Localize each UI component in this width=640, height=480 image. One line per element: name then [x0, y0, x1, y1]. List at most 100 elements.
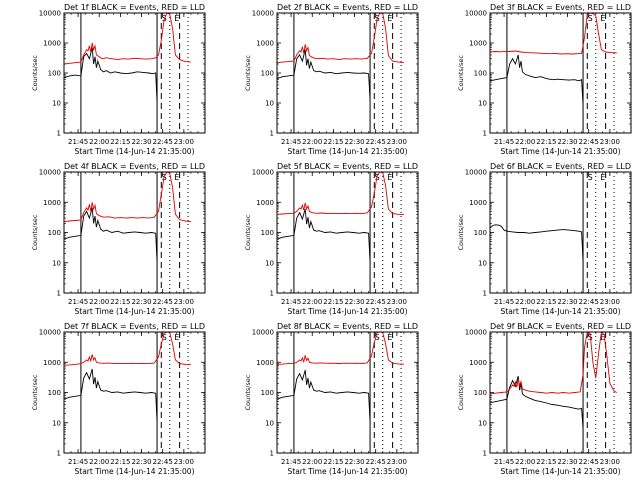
panel-det-9: Det 9f BLACK = Events, RED = LLD Counts/s…: [457, 322, 632, 476]
x-tick-label: 21:45: [494, 458, 514, 466]
panel-det-6: Det 6f BLACK = Events, RED = LLD Counts/s…: [457, 162, 632, 316]
x-tick-label: 21:45: [281, 298, 301, 306]
y-tick-label: 10: [52, 100, 61, 108]
panel-det-7: Det 7f BLACK = Events, RED = LLD Counts/s…: [31, 322, 206, 476]
x-tick-label: 22:00: [515, 458, 535, 466]
x-tick-label: 22:30: [344, 298, 364, 306]
x-tick-label: 23:00: [387, 458, 407, 466]
x-tick-label: 22:15: [323, 458, 343, 466]
panel-title: Det 6f BLACK = Events, RED = LLD: [490, 162, 631, 171]
plot-frame: [63, 12, 206, 134]
panel-det-1: Det 1f BLACK = Events, RED = LLD Counts/s…: [31, 3, 206, 156]
x-axis-label: Start Time (14-Jun-14 21:35:00): [75, 307, 195, 316]
plot-frame: [63, 171, 206, 294]
y-tick-label: 1: [483, 290, 487, 298]
panel-title: Det 8f BLACK = Events, RED = LLD: [277, 322, 418, 331]
x-tick-label: 22:15: [536, 298, 556, 306]
y-tick-label: 1: [270, 290, 274, 298]
plot-frame: [489, 331, 632, 454]
panel-title: Det 9f BLACK = Events, RED = LLD: [490, 322, 631, 331]
x-tick-label: 22:00: [515, 298, 535, 306]
x-tick-label: 23:00: [600, 298, 620, 306]
y-tick-label: 10: [478, 259, 487, 267]
x-tick-label: 22:45: [579, 458, 599, 466]
y-tick-label: 10000: [39, 10, 61, 18]
x-tick-label: 22:15: [110, 138, 130, 146]
x-axis-label: Start Time (14-Jun-14 21:35:00): [501, 147, 621, 156]
y-tick-label: 1000: [469, 199, 487, 207]
marker-letter-e: E: [600, 333, 605, 342]
panel-title: Det 4f BLACK = Events, RED = LLD: [64, 162, 205, 171]
events-series-line: [276, 369, 371, 423]
events-series-line: [276, 49, 371, 101]
y-tick-label: 1000: [256, 40, 274, 48]
marker-letter-e: E: [600, 173, 605, 182]
x-tick-label: 22:00: [302, 298, 322, 306]
x-axis-label: Start Time (14-Jun-14 21:35:00): [288, 307, 408, 316]
x-tick-label: 23:00: [600, 458, 620, 466]
y-tick-label: 1000: [43, 199, 61, 207]
x-tick-label: 22:30: [131, 138, 151, 146]
x-tick-label: 22:30: [131, 298, 151, 306]
y-tick-label: 100: [48, 70, 61, 78]
y-tick-label: 100: [474, 70, 487, 78]
x-tick-label: 23:00: [174, 458, 194, 466]
x-tick-label: 21:45: [281, 458, 301, 466]
plot-frame: [489, 12, 632, 134]
marker-letter-e: E: [387, 173, 392, 182]
panels-group: Det 1f BLACK = Events, RED = LLD Counts/s…: [31, 3, 632, 476]
plot-frame: [276, 331, 419, 454]
marker-letter-s: S: [162, 333, 167, 342]
y-tick-label: 100: [261, 70, 274, 78]
panel-title: Det 1f BLACK = Events, RED = LLD: [64, 3, 205, 12]
x-tick-label: 23:00: [600, 138, 620, 146]
lld-series-line: [489, 331, 618, 395]
x-tick-label: 22:15: [323, 138, 343, 146]
lld-series-line: [63, 171, 191, 223]
y-tick-label: 10: [52, 419, 61, 427]
x-tick-label: 22:30: [131, 458, 151, 466]
marker-letter-s: S: [588, 173, 593, 182]
y-tick-label: 100: [261, 229, 274, 237]
x-tick-label: 21:45: [68, 458, 88, 466]
x-tick-label: 22:00: [89, 138, 109, 146]
x-tick-label: 22:15: [536, 458, 556, 466]
x-axis-label: Start Time (14-Jun-14 21:35:00): [288, 467, 408, 476]
panel-det-5: Det 5f BLACK = Events, RED = LLD Counts/s…: [244, 162, 419, 316]
x-tick-label: 22:45: [366, 298, 386, 306]
x-tick-label: 22:30: [557, 458, 577, 466]
marker-letter-e: E: [174, 333, 179, 342]
panel-title: Det 2f BLACK = Events, RED = LLD: [277, 3, 418, 12]
x-axis-label: Start Time (14-Jun-14 21:35:00): [501, 307, 621, 316]
y-tick-label: 1: [270, 450, 274, 458]
marker-letter-s: S: [588, 14, 593, 23]
x-tick-label: 22:45: [153, 138, 173, 146]
events-series-line: [276, 208, 371, 263]
y-tick-label: 1000: [256, 199, 274, 207]
x-tick-label: 22:45: [366, 458, 386, 466]
y-axis-label: Counts/sec: [31, 214, 39, 250]
x-tick-label: 22:15: [110, 458, 130, 466]
marker-letter-s: S: [162, 14, 167, 23]
events-series-line: [63, 47, 158, 104]
y-axis-label: Counts/sec: [244, 55, 252, 91]
y-tick-label: 1000: [469, 40, 487, 48]
x-tick-label: 23:00: [387, 138, 407, 146]
events-series-line: [63, 368, 158, 423]
x-tick-label: 22:00: [515, 138, 535, 146]
y-tick-label: 100: [474, 389, 487, 397]
events-series-line: [63, 207, 158, 263]
plot-frame: [63, 331, 206, 454]
y-tick-label: 1: [270, 130, 274, 138]
x-tick-label: 22:30: [344, 458, 364, 466]
events-series-line: [489, 224, 584, 263]
y-tick-label: 10000: [465, 169, 487, 177]
y-tick-label: 100: [261, 389, 274, 397]
events-series-line: [489, 54, 584, 106]
x-tick-label: 22:45: [579, 138, 599, 146]
x-tick-label: 23:00: [174, 298, 194, 306]
plot-frame: [276, 12, 419, 134]
lld-series-line: [489, 12, 617, 55]
marker-letter-s: S: [375, 333, 380, 342]
